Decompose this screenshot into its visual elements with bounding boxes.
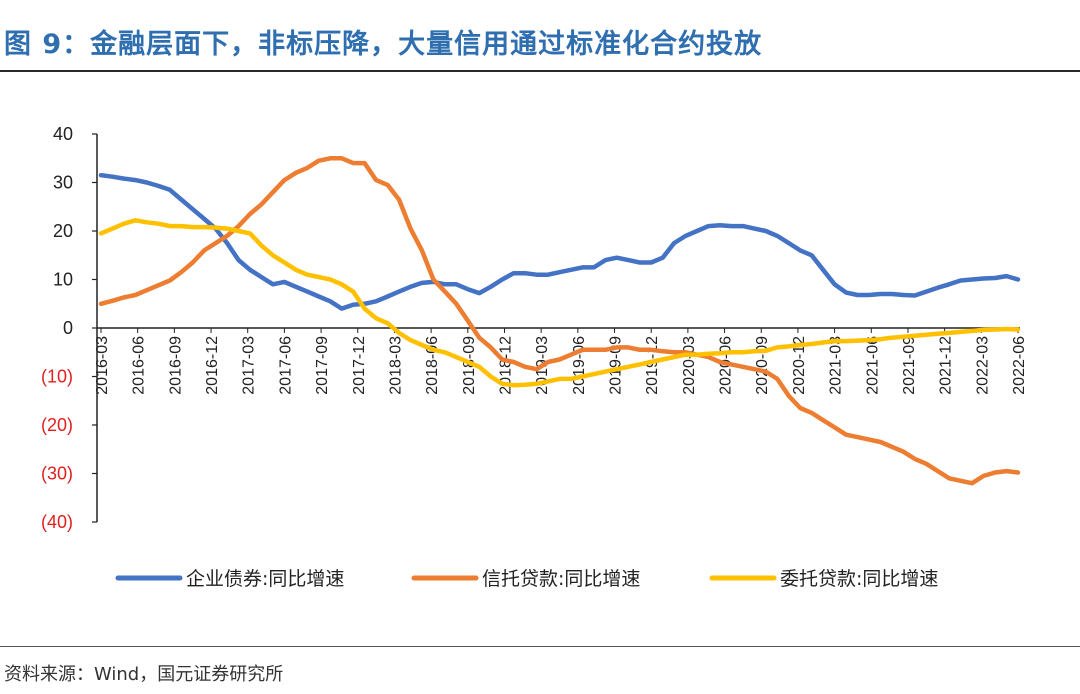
series-line-1 xyxy=(98,172,1021,311)
title-rule xyxy=(0,70,1080,72)
y-tick-label: (20) xyxy=(41,415,73,435)
series-line-2 xyxy=(98,156,1021,486)
line-chart: 40 30 20 10 0 (10) (20) (30) (40) 2016-03 2016-06… xyxy=(41,124,1028,590)
legend-label: 委托贷款:同比增速 xyxy=(780,568,938,590)
series-line-3 xyxy=(98,218,1021,388)
x-tick-label: 2020-12 xyxy=(791,336,808,395)
x-tick-label: 2019-09 xyxy=(608,336,625,395)
x-tick-label: 2020-09 xyxy=(754,336,771,395)
plot-series xyxy=(98,156,1021,486)
legend-label: 企业债券:同比增速 xyxy=(186,568,344,590)
x-tick-label: 2020-03 xyxy=(681,336,698,395)
y-tick-label: 30 xyxy=(53,173,73,193)
figure-title: 图 9：金融层面下，非标压降，大量信用通过标准化合约投放 xyxy=(4,29,763,60)
x-tick-label: 2016-06 xyxy=(131,336,148,395)
source-note: 资料来源：Wind，国元证券研究所 xyxy=(4,664,284,685)
x-tick-label: 2017-09 xyxy=(314,336,331,395)
y-tick-label: 10 xyxy=(53,270,73,290)
x-tick-label: 2017-12 xyxy=(351,336,368,395)
legend: 企业债券:同比增速 信托贷款:同比增速 委托贷款:同比增速 xyxy=(115,568,938,590)
x-tick-label: 2019-12 xyxy=(644,336,661,395)
x-tick-label: 2021-03 xyxy=(828,336,845,395)
y-tick-label: (30) xyxy=(41,464,73,484)
x-tick-label: 2017-06 xyxy=(277,336,294,395)
x-tick-label: 2016-03 xyxy=(94,336,111,395)
legend-label: 信托贷款:同比增速 xyxy=(482,568,640,590)
x-axis: 2016-03 2016-06 2016-09 2016-12 2017-03 2017-… xyxy=(94,327,1028,395)
x-tick-label: 2016-12 xyxy=(204,336,221,395)
x-tick-label: 2018-03 xyxy=(387,336,404,395)
y-tick-label: 40 xyxy=(53,124,73,144)
x-tick-label: 2018-12 xyxy=(497,336,514,395)
x-tick-label: 2017-03 xyxy=(241,336,258,395)
y-tick-label: 0 xyxy=(63,318,73,338)
x-tick-label: 2019-06 xyxy=(571,336,588,395)
x-tick-label: 2021-06 xyxy=(864,336,881,395)
y-tick-label: (40) xyxy=(41,512,73,532)
x-tick-label: 2022-03 xyxy=(974,336,991,395)
y-tick-label: (10) xyxy=(41,367,73,387)
source-rule xyxy=(0,646,1080,647)
y-tick-label: 20 xyxy=(53,221,73,241)
x-tick-label: 2022-06 xyxy=(1011,336,1028,395)
y-axis: 40 30 20 10 0 (10) (20) (30) (40) xyxy=(41,124,98,532)
x-tick-label: 2021-09 xyxy=(901,336,918,395)
x-tick-label: 2016-09 xyxy=(167,336,184,395)
x-tick-label: 2021-12 xyxy=(938,336,955,395)
x-tick-label: 2018-09 xyxy=(461,336,478,395)
